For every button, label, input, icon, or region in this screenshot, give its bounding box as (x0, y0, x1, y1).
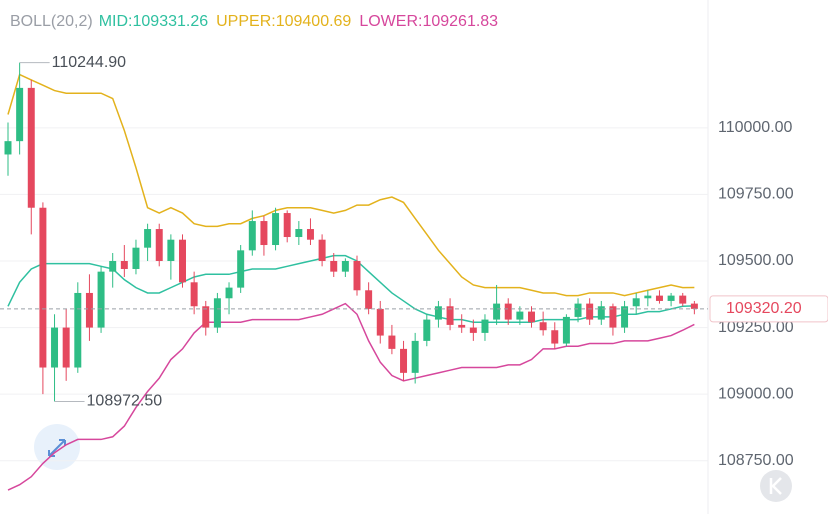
candle-body (4, 141, 12, 155)
candle-body (74, 292, 82, 368)
y-tick-label: 110000.00 (718, 119, 793, 136)
band-line (7, 254, 695, 323)
candle-body (155, 229, 163, 261)
candle-body (528, 311, 535, 323)
legend-entry: MID:109331.26 (99, 13, 209, 30)
candle-body (179, 239, 186, 283)
candle-body (97, 271, 105, 328)
candle-body (400, 348, 408, 373)
candle-body (341, 260, 349, 272)
candle-body (469, 327, 477, 333)
legend-entry: UPPER:109400.69 (216, 13, 351, 30)
candle-body (353, 260, 361, 291)
candle-body (85, 292, 93, 328)
candle-body (202, 306, 210, 328)
candle-body (621, 306, 629, 328)
y-tick-label: 109000.00 (718, 385, 794, 402)
candle-body (27, 87, 35, 208)
last-price-box (709, 295, 828, 323)
last-price-label: 109320.20 (726, 300, 802, 317)
logo (760, 470, 792, 502)
expand-button[interactable] (34, 424, 80, 470)
candle-body (237, 250, 245, 288)
candle-body (574, 303, 582, 317)
candle-body (248, 221, 256, 251)
annotation-label: 110244.90 (52, 54, 127, 71)
candle-body (120, 260, 128, 269)
candle-body (283, 213, 291, 238)
candle-body (225, 287, 233, 299)
candle-body (51, 327, 59, 368)
candle-body (62, 327, 70, 368)
candle-body (539, 322, 547, 331)
candles (4, 62, 698, 402)
annotation-label: 108972.50 (87, 393, 163, 410)
band-line (7, 73, 695, 297)
y-tick-label: 109500.00 (718, 252, 794, 269)
candle-body (167, 239, 175, 261)
candle-body (609, 306, 617, 328)
candle-body (109, 260, 117, 272)
candle-body (504, 303, 512, 320)
y-tick-label: 109250.00 (718, 319, 794, 336)
candle-body (516, 311, 524, 320)
candle-body (690, 303, 698, 309)
candle-body (376, 308, 384, 336)
candle-body (679, 295, 687, 304)
candle-body (434, 306, 442, 320)
candle-body (132, 247, 140, 269)
y-tick-label: 109750.00 (718, 186, 794, 203)
candle-body (481, 319, 489, 333)
candle-body (388, 335, 396, 349)
candle-body (144, 229, 152, 248)
candle-body (295, 229, 303, 238)
candle-body (260, 221, 268, 246)
candle-body (365, 290, 373, 309)
bands (7, 73, 695, 491)
candle-body (586, 303, 594, 320)
candle-body (644, 295, 652, 299)
candle-body (667, 295, 675, 301)
candle-body (16, 87, 24, 142)
candle-body (318, 239, 326, 261)
candle-body (446, 306, 454, 325)
candle-body (39, 207, 47, 368)
candle-body (562, 316, 570, 344)
candle-body (213, 298, 221, 328)
candle-body (655, 295, 663, 301)
candle-body (597, 306, 605, 320)
indicator-label: BOLL(20,2) (10, 13, 93, 30)
candle-body (306, 229, 314, 240)
candle-body (272, 213, 280, 246)
candle-body (551, 330, 559, 344)
candle-body (190, 282, 198, 307)
legend: BOLL(20,2) MID:109331.26 UPPER:109400.69 L… (10, 13, 498, 30)
candle-body (493, 303, 501, 320)
legend-entry: LOWER:109261.83 (359, 13, 498, 30)
candle-body (411, 340, 419, 373)
logo-k (769, 477, 782, 495)
candle-body (423, 319, 431, 341)
candle-body (458, 324, 466, 328)
y-tick-label: 108750.00 (718, 452, 794, 469)
candle-body (632, 298, 640, 307)
candle-body (330, 260, 338, 272)
logo-circle (760, 470, 792, 502)
